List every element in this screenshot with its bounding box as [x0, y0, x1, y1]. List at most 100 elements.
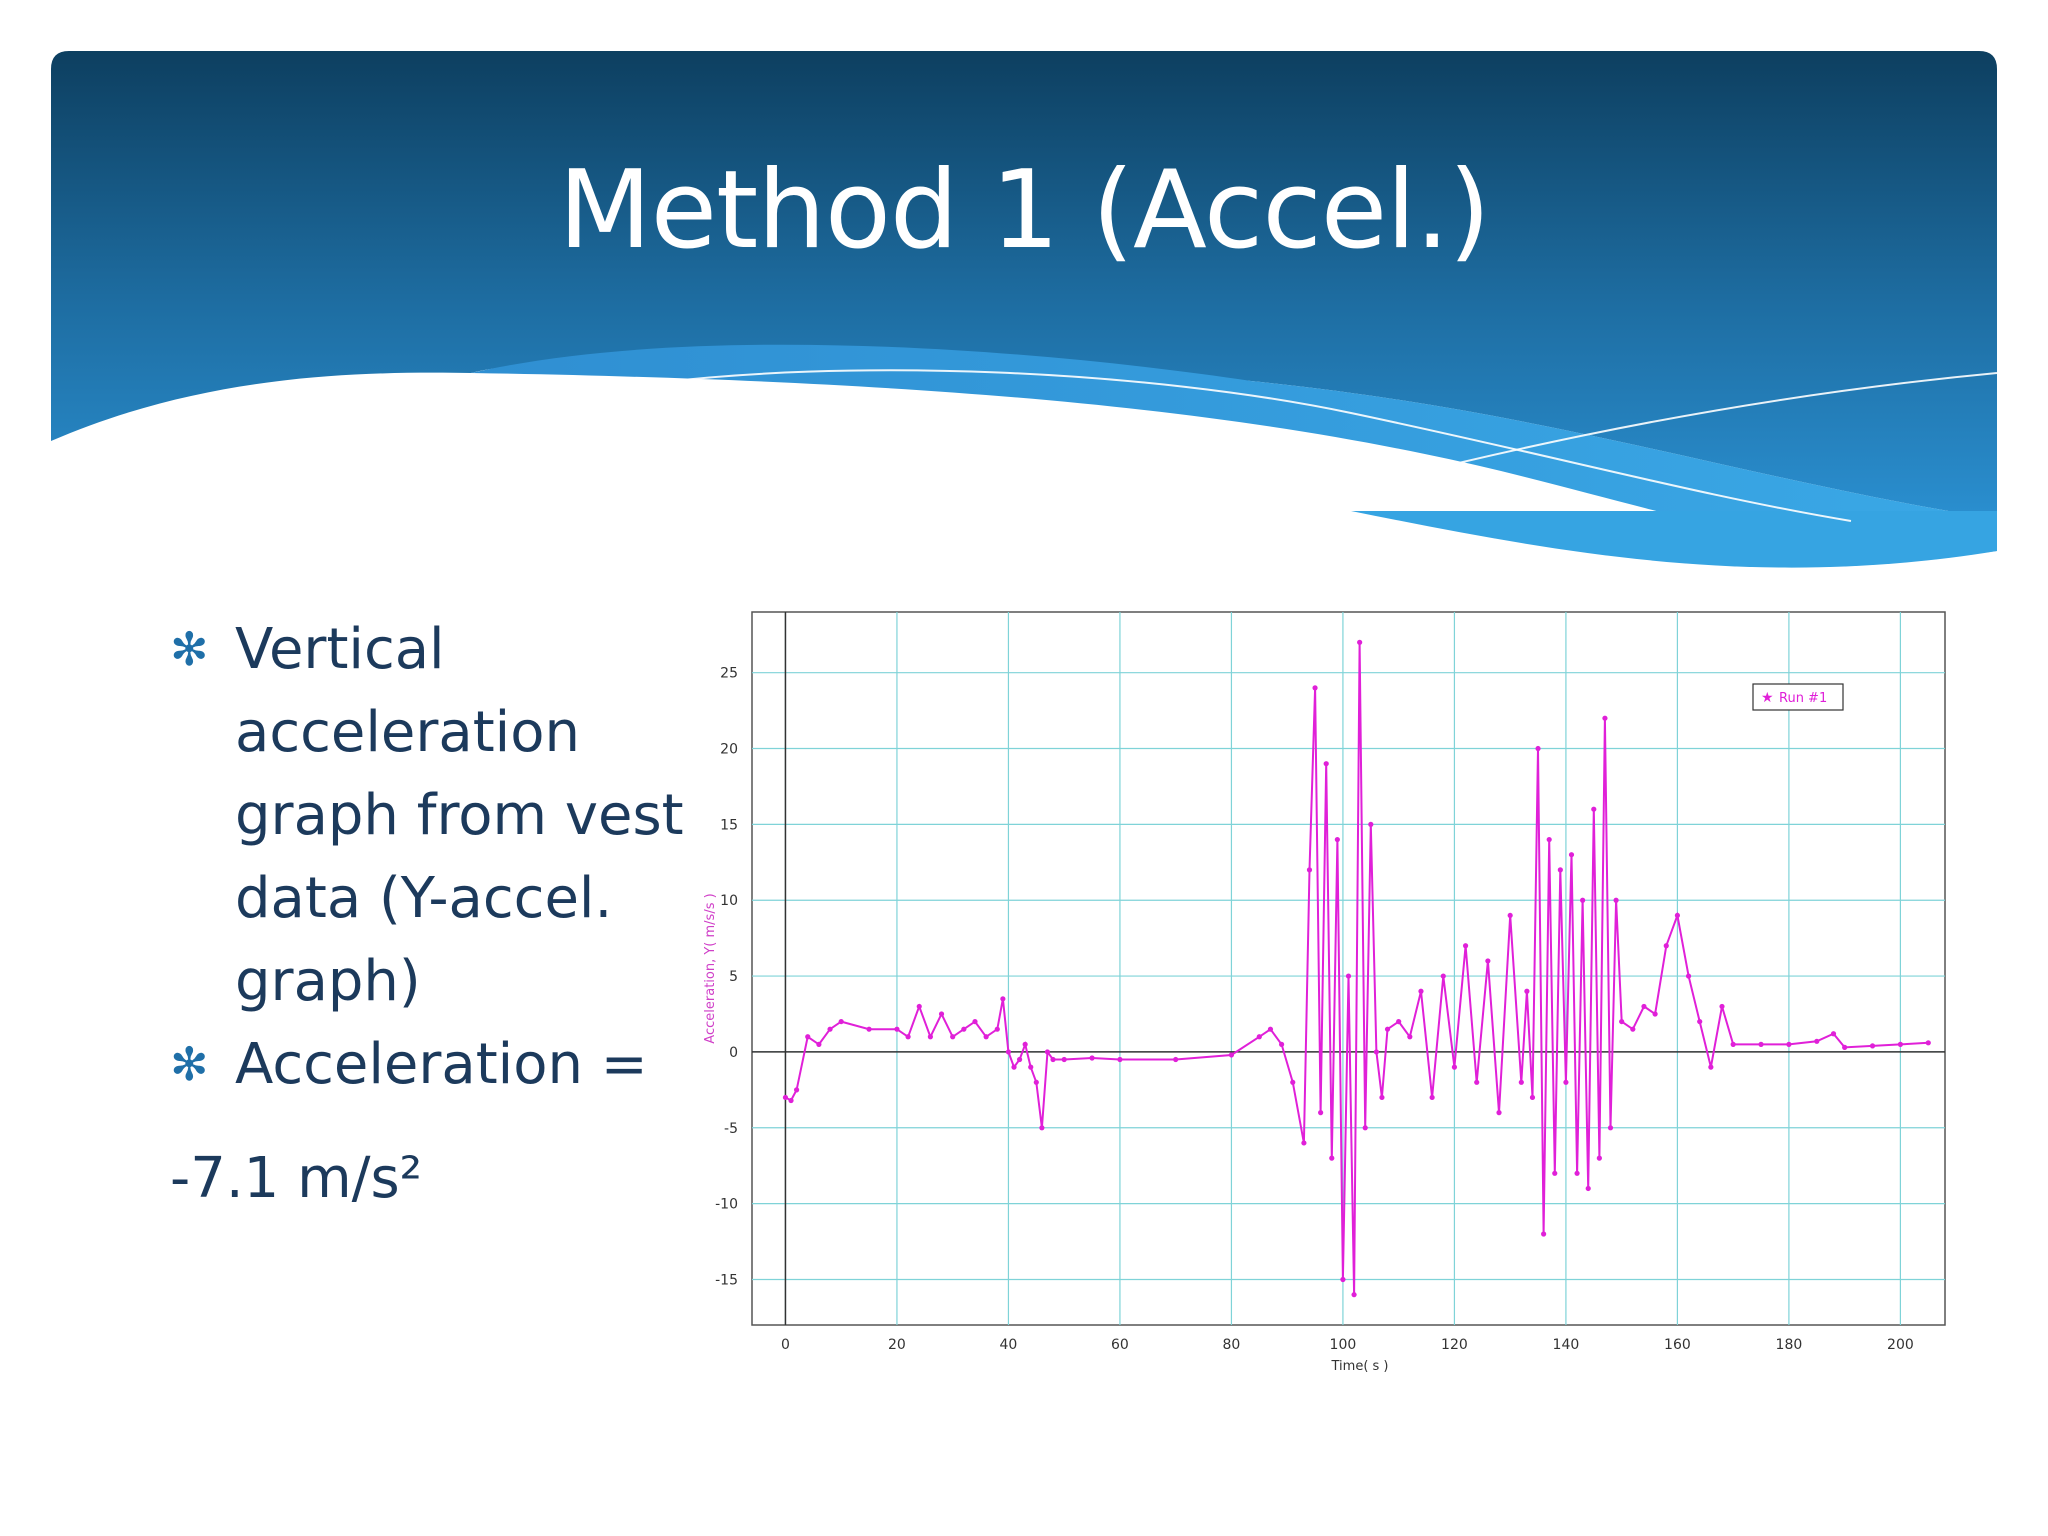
- plot-area: [751, 611, 1946, 1326]
- series-run-1: [782, 639, 1931, 1298]
- x-tick-label: 140: [1553, 1337, 1580, 1353]
- data-point: [1869, 1043, 1876, 1049]
- bullet-continuation: -7.1 m/s²: [170, 1146, 423, 1211]
- data-point: [1089, 1055, 1095, 1061]
- data-point: [1005, 1049, 1012, 1055]
- data-point: [994, 1026, 1000, 1032]
- x-tick-label: 200: [1887, 1337, 1914, 1353]
- data-point: [1011, 1064, 1017, 1070]
- data-point: [1345, 973, 1352, 979]
- data-point: [1228, 1052, 1235, 1058]
- slide-title: Method 1 (Accel.): [558, 148, 1490, 273]
- data-point: [1557, 867, 1563, 873]
- data-point: [1474, 1079, 1480, 1085]
- data-point: [1050, 1056, 1056, 1063]
- data-point: [827, 1026, 833, 1032]
- data-point: [1362, 1125, 1368, 1131]
- asterisk-bullet-icon: ✻: [170, 622, 209, 676]
- data-point: [1301, 1140, 1307, 1146]
- data-point: [1323, 761, 1329, 767]
- x-tick-label: 180: [1776, 1337, 1803, 1353]
- data-point: [1306, 867, 1313, 873]
- data-point: [1357, 639, 1363, 645]
- data-point: [1925, 1040, 1931, 1046]
- data-point: [1842, 1044, 1848, 1050]
- data-point: [816, 1041, 822, 1047]
- data-point: [866, 1026, 872, 1032]
- data-point: [1312, 685, 1318, 691]
- data-point: [1485, 958, 1491, 964]
- data-point: [1318, 1110, 1324, 1116]
- data-point: [916, 1003, 922, 1010]
- data-point: [1585, 1185, 1591, 1192]
- data-point: [1384, 1026, 1391, 1032]
- data-point: [1279, 1041, 1285, 1047]
- data-point: [1814, 1038, 1820, 1044]
- x-tick-label: 160: [1664, 1337, 1691, 1353]
- x-tick-label: 20: [888, 1337, 906, 1353]
- data-point: [1730, 1041, 1736, 1047]
- data-point: [1061, 1056, 1067, 1063]
- data-point: [1630, 1026, 1636, 1032]
- data-point: [1256, 1034, 1262, 1040]
- legend-entry-label: Run #1: [1779, 691, 1827, 706]
- data-point: [905, 1034, 911, 1040]
- data-point: [793, 1087, 800, 1093]
- data-point: [1563, 1079, 1569, 1085]
- data-point: [1396, 1018, 1402, 1025]
- data-point: [1044, 1049, 1051, 1055]
- legend-box: [1752, 683, 1844, 711]
- data-point: [1173, 1056, 1179, 1063]
- data-point: [1407, 1034, 1413, 1040]
- data-point: [1440, 973, 1446, 979]
- data-point: [1418, 988, 1424, 994]
- data-point: [1039, 1125, 1045, 1131]
- data-point: [1663, 943, 1669, 949]
- chart-grid: [751, 611, 1946, 1326]
- data-point: [938, 1011, 945, 1017]
- data-point: [950, 1034, 956, 1040]
- data-point: [1022, 1041, 1028, 1047]
- y-tick-label: 5: [729, 969, 738, 985]
- data-point: [983, 1034, 989, 1040]
- y-axis-ticks: -15 -10 -5 0 5 10 15 20 25: [715, 666, 738, 1289]
- bullet-text: Acceleration =: [235, 1032, 648, 1097]
- data-point: [1429, 1094, 1435, 1101]
- x-axis-ticks: 0 20 40 60 80 100 120 140 160 180 200: [781, 1337, 1914, 1353]
- data-point: [972, 1018, 978, 1025]
- data-point: [1028, 1064, 1034, 1070]
- data-point: [1708, 1064, 1714, 1070]
- x-tick-label: 120: [1441, 1337, 1468, 1353]
- data-point: [1719, 1003, 1725, 1010]
- data-point: [1016, 1056, 1023, 1063]
- data-point: [1685, 973, 1692, 979]
- data-point: [1641, 1003, 1647, 1010]
- data-point: [1697, 1018, 1703, 1025]
- asterisk-bullet-icon: ✻: [170, 1037, 209, 1091]
- data-point: [1613, 897, 1619, 903]
- data-point: [1451, 1064, 1458, 1070]
- slide-header-banner: [51, 51, 1997, 568]
- x-axis-label: Time( s ): [1331, 1359, 1389, 1374]
- bullet-list: ✻ Vertical acceleration graph from vest …: [170, 608, 730, 1106]
- data-point: [838, 1018, 844, 1025]
- bullet-text: Vertical acceleration graph from vest da…: [235, 617, 684, 1014]
- data-point: [1602, 715, 1608, 721]
- data-point: [1529, 1094, 1536, 1101]
- x-tick-label: 40: [1000, 1337, 1018, 1353]
- data-point: [894, 1026, 900, 1032]
- y-tick-label: -5: [724, 1121, 738, 1137]
- data-point: [1786, 1041, 1792, 1047]
- data-point: [1368, 821, 1374, 827]
- data-point: [1373, 1049, 1379, 1055]
- data-point: [1546, 836, 1552, 843]
- y-axis-label: Acceleration, Y( m/s/s ): [703, 893, 718, 1043]
- x-tick-label: 80: [1223, 1337, 1241, 1353]
- data-point: [1591, 806, 1597, 812]
- data-point: [1524, 988, 1530, 994]
- data-point: [1462, 943, 1469, 949]
- data-point: [1351, 1292, 1357, 1298]
- data-point: [1000, 996, 1006, 1002]
- chart-axes: [752, 612, 1945, 1325]
- data-point: [1290, 1079, 1296, 1085]
